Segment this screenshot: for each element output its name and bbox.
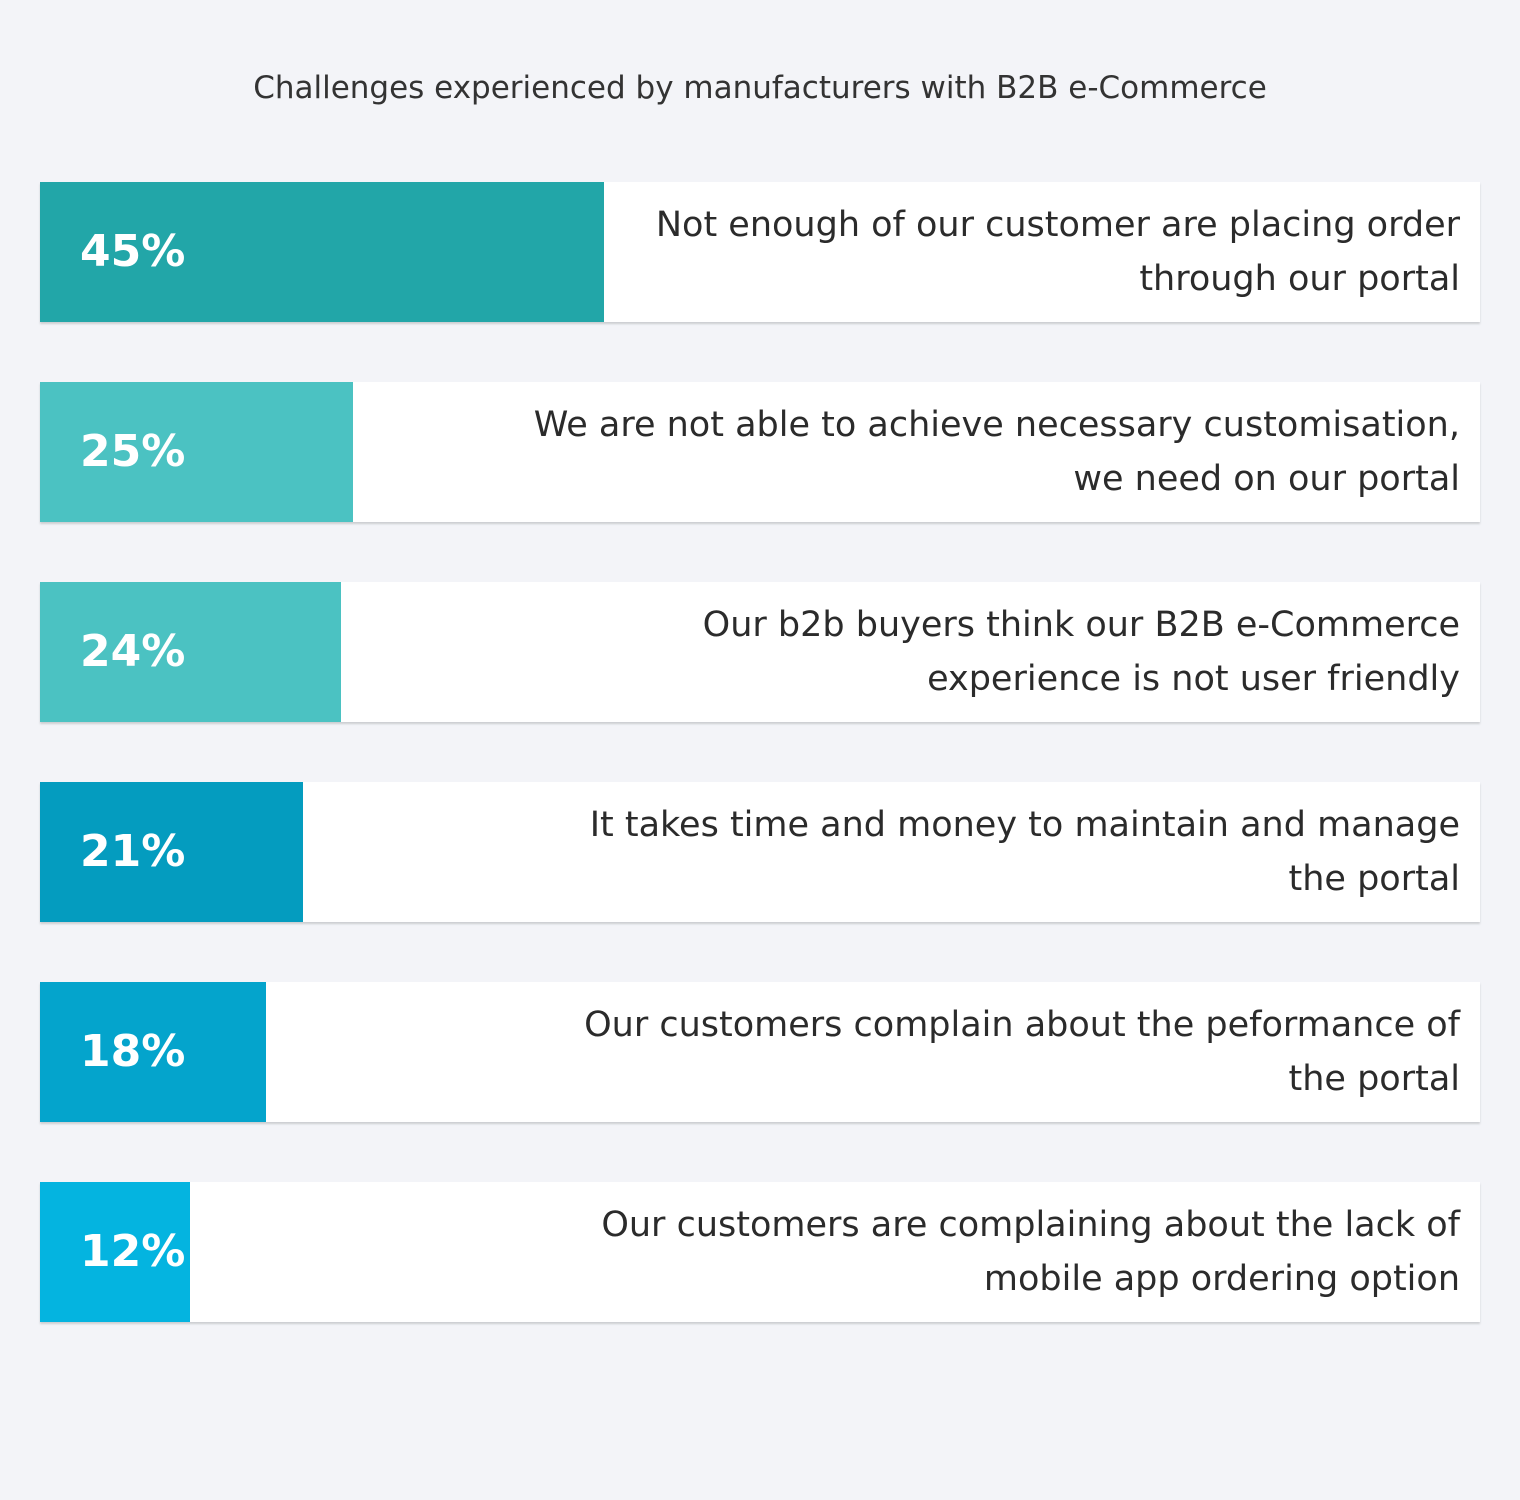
bar-category-label: Our customers are complaining about the … bbox=[500, 1182, 1460, 1322]
category-label-line: experience is not user friendly bbox=[927, 659, 1460, 699]
bar-category-label: Our b2b buyers think our B2B e-Commerce … bbox=[500, 582, 1460, 722]
bar bbox=[40, 982, 266, 1122]
bar-chart: 45% Not enough of our customer are placi… bbox=[40, 182, 1480, 1382]
category-label-line: we need on our portal bbox=[1073, 459, 1460, 499]
bar-row: 12% Our customers are complaining about … bbox=[40, 1182, 1480, 1322]
category-label-line: Our b2b buyers think our B2B e-Commerce bbox=[702, 605, 1460, 645]
chart-title: Challenges experienced by manufacturers … bbox=[253, 70, 1267, 106]
bar bbox=[40, 1182, 190, 1322]
bar-value-label: 24% bbox=[80, 626, 186, 677]
category-label-line: We are not able to achieve necessary cus… bbox=[533, 405, 1460, 445]
bar bbox=[40, 782, 303, 922]
bar bbox=[40, 182, 604, 322]
bar-value-label: 45% bbox=[80, 226, 186, 277]
bar-category-label: Our customers complain about the peforma… bbox=[500, 982, 1460, 1122]
bar-row: 25% We are not able to achieve necessary… bbox=[40, 382, 1480, 522]
bar-value-label: 12% bbox=[80, 1226, 186, 1277]
bar-value-label: 21% bbox=[80, 826, 186, 877]
category-label-line: Our customers are complaining about the … bbox=[601, 1205, 1460, 1245]
bar-row: 24% Our b2b buyers think our B2B e-Comme… bbox=[40, 582, 1480, 722]
category-label-line: It takes time and money to maintain and … bbox=[589, 805, 1460, 845]
category-label-line: the portal bbox=[1288, 1059, 1460, 1099]
bar-row: 21% It takes time and money to maintain … bbox=[40, 782, 1480, 922]
bar-row: 45% Not enough of our customer are placi… bbox=[40, 182, 1480, 322]
category-label-line: Our customers complain about the peforma… bbox=[584, 1005, 1460, 1045]
bar-category-label: We are not able to achieve necessary cus… bbox=[500, 382, 1460, 522]
bar bbox=[40, 582, 341, 722]
category-label-line: Not enough of our customer are placing o… bbox=[655, 205, 1460, 245]
bar-category-label: Not enough of our customer are placing o… bbox=[500, 182, 1460, 322]
category-label-line: the portal bbox=[1288, 859, 1460, 899]
bar-row: 18% Our customers complain about the pef… bbox=[40, 982, 1480, 1122]
category-label-line: mobile app ordering option bbox=[983, 1259, 1460, 1299]
category-label-line: through our portal bbox=[1139, 259, 1460, 299]
bar-category-label: It takes time and money to maintain and … bbox=[500, 782, 1460, 922]
bar-value-label: 18% bbox=[80, 1026, 186, 1077]
bar-value-label: 25% bbox=[80, 426, 186, 477]
bar bbox=[40, 382, 353, 522]
